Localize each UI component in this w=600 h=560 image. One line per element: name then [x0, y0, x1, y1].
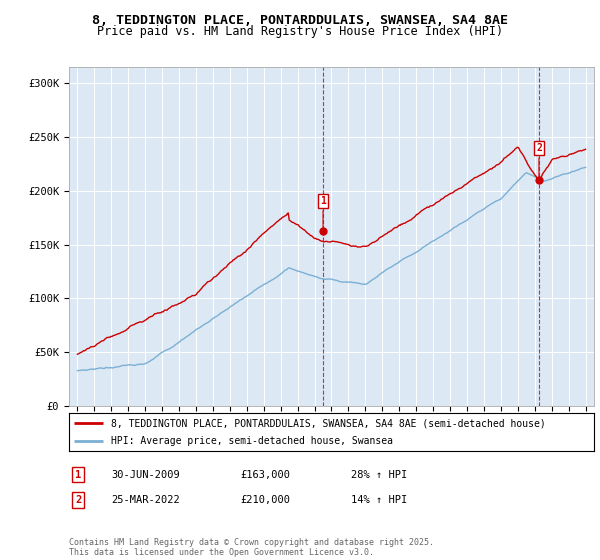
- Text: Contains HM Land Registry data © Crown copyright and database right 2025.
This d: Contains HM Land Registry data © Crown c…: [69, 538, 434, 557]
- Text: £210,000: £210,000: [240, 495, 290, 505]
- Text: 1: 1: [75, 470, 81, 480]
- Text: 8, TEDDINGTON PLACE, PONTARDDULAIS, SWANSEA, SA4 8AE: 8, TEDDINGTON PLACE, PONTARDDULAIS, SWAN…: [92, 14, 508, 27]
- Text: 2: 2: [75, 495, 81, 505]
- Text: HPI: Average price, semi-detached house, Swansea: HPI: Average price, semi-detached house,…: [111, 436, 393, 446]
- Text: 8, TEDDINGTON PLACE, PONTARDDULAIS, SWANSEA, SA4 8AE (semi-detached house): 8, TEDDINGTON PLACE, PONTARDDULAIS, SWAN…: [111, 418, 546, 428]
- Text: 28% ↑ HPI: 28% ↑ HPI: [351, 470, 407, 480]
- Text: 30-JUN-2009: 30-JUN-2009: [111, 470, 180, 480]
- Text: £163,000: £163,000: [240, 470, 290, 480]
- Text: 25-MAR-2022: 25-MAR-2022: [111, 495, 180, 505]
- Text: 1: 1: [320, 195, 326, 228]
- Text: 14% ↑ HPI: 14% ↑ HPI: [351, 495, 407, 505]
- Text: Price paid vs. HM Land Registry's House Price Index (HPI): Price paid vs. HM Land Registry's House …: [97, 25, 503, 38]
- Text: 2: 2: [536, 143, 542, 178]
